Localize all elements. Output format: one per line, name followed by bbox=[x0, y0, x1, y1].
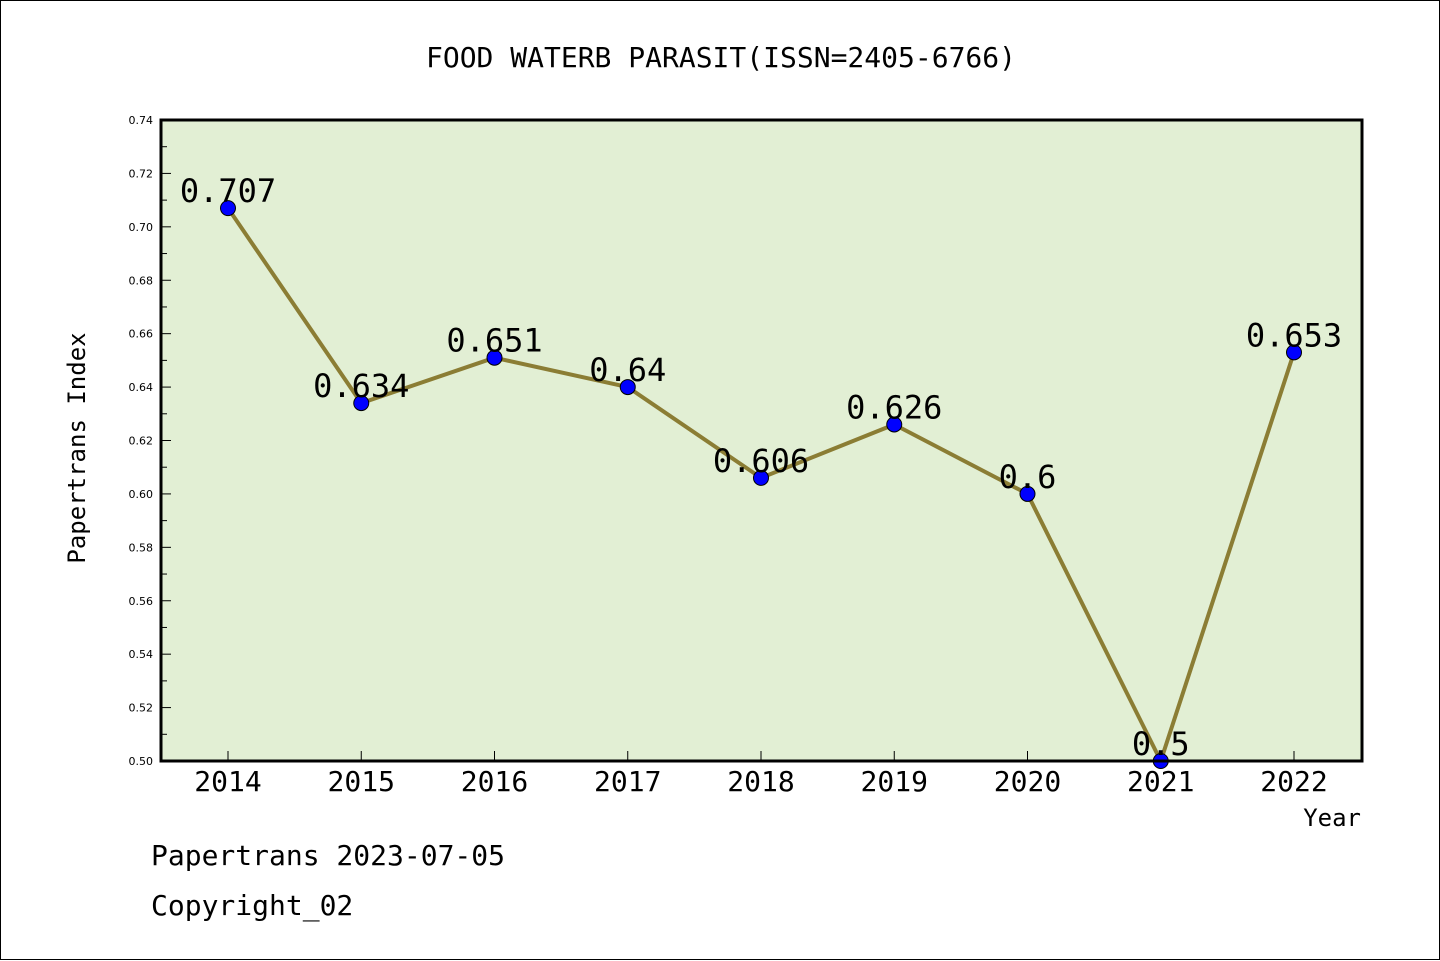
data-label: 0.606 bbox=[713, 442, 809, 480]
footer-date-line: Papertrans 2023-07-05 bbox=[151, 839, 505, 872]
data-points bbox=[220, 200, 1302, 769]
x-tick-label: 2018 bbox=[727, 765, 794, 798]
x-tick-label: 2017 bbox=[594, 765, 661, 798]
data-point bbox=[886, 416, 903, 433]
y-tick-label: 0.58 bbox=[129, 541, 154, 554]
data-point bbox=[353, 395, 370, 412]
y-tick-label: 0.64 bbox=[129, 381, 154, 394]
x-axis: 2014 2015 2016 2017 2018 2019 2020 2021 2022 bbox=[194, 751, 1328, 798]
data-point bbox=[1019, 485, 1036, 502]
data-label: 0.64 bbox=[589, 351, 666, 389]
x-tick-label: 2014 bbox=[194, 765, 261, 798]
data-point bbox=[753, 469, 769, 486]
data-label: 0.707 bbox=[180, 172, 276, 210]
data-point bbox=[1286, 344, 1302, 361]
x-tick-label: 2021 bbox=[1127, 765, 1194, 798]
y-tick-label: 0.60 bbox=[129, 488, 154, 501]
data-label: 0.651 bbox=[446, 322, 542, 360]
x-axis-label: Year bbox=[1303, 804, 1361, 832]
y-tick-label: 0.72 bbox=[129, 167, 154, 180]
data-label: 0.6 bbox=[999, 458, 1057, 496]
x-tick-label: 2015 bbox=[328, 765, 395, 798]
x-tick-label: 2019 bbox=[861, 765, 928, 798]
y-tick-label: 0.74 bbox=[129, 114, 154, 127]
data-point bbox=[486, 349, 503, 366]
chart-title: FOOD WATERB PARASIT(ISSN=2405-6766) bbox=[426, 41, 1016, 74]
data-label: 0.626 bbox=[846, 388, 942, 426]
y-tick-label: 0.54 bbox=[129, 648, 154, 661]
y-tick-label: 0.50 bbox=[129, 755, 154, 768]
y-tick-label: 0.70 bbox=[129, 221, 154, 234]
plot-area bbox=[161, 120, 1362, 761]
y-tick-label: 0.52 bbox=[129, 702, 154, 715]
data-point bbox=[220, 200, 236, 217]
y-tick-label: 0.68 bbox=[129, 274, 154, 287]
plot-border bbox=[159, 118, 1364, 763]
data-label: 0.634 bbox=[313, 367, 409, 405]
y-tick-label: 0.66 bbox=[129, 328, 154, 341]
x-tick-label: 2022 bbox=[1260, 765, 1327, 798]
data-label: 0.5 bbox=[1132, 725, 1190, 763]
y-axis-label: Papertrans Index bbox=[63, 332, 91, 563]
y-tick-label: 0.56 bbox=[129, 595, 154, 608]
data-labels: 0.707 0.634 0.651 0.64 0.606 0.626 0.6 0.5 0.653 bbox=[180, 172, 1342, 763]
data-label: 0.653 bbox=[1246, 316, 1342, 354]
footer-copyright: Copyright_02 bbox=[151, 889, 353, 923]
x-tick-label: 2020 bbox=[994, 765, 1061, 798]
x-tick-label: 2016 bbox=[461, 765, 528, 798]
data-point bbox=[619, 379, 636, 396]
y-tick-label: 0.62 bbox=[129, 435, 154, 448]
y-axis: 0.50 0.52 0.54 0.56 0.58 0.60 0.62 0.64 0.66 0.68… bbox=[129, 114, 171, 768]
